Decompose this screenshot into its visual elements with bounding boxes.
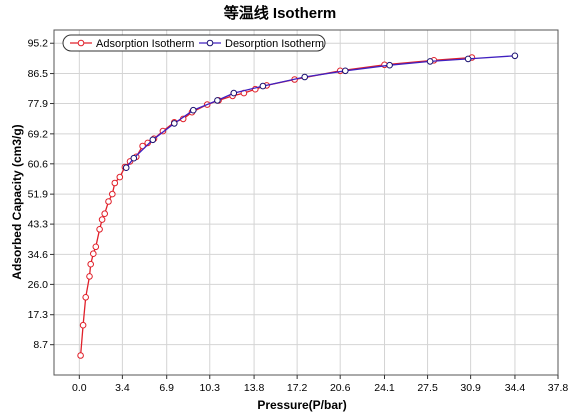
data-point: [109, 190, 116, 198]
data-point: [230, 89, 238, 97]
data-point: [90, 250, 97, 257]
y-axis-title: Adsorbed Capacity (cm3/g): [10, 124, 24, 279]
series-layer: [77, 52, 519, 359]
x-tick-label: 24.1: [374, 382, 395, 394]
y-tick-label: 8.7: [33, 339, 48, 351]
y-tick-label: 26.0: [28, 279, 49, 291]
data-point: [101, 210, 108, 217]
data-point: [77, 352, 84, 359]
legend-box: [62, 34, 326, 52]
data-point: [301, 73, 309, 81]
data-point: [259, 82, 267, 90]
legend: Adsorption Isotherm Desorption Isotherm: [62, 34, 326, 52]
data-point: [342, 67, 349, 75]
y-tick-label: 69.2: [28, 128, 49, 140]
series-desorption: [122, 52, 519, 171]
data-point: [149, 136, 157, 144]
series-adsorption: [77, 54, 476, 359]
data-point: [87, 260, 94, 268]
data-point: [96, 226, 103, 233]
data-point: [130, 154, 138, 162]
y-tick-label: 86.5: [28, 68, 49, 80]
series-line: [79, 56, 472, 356]
y-tick-label: 60.6: [28, 158, 49, 170]
data-point: [105, 198, 112, 205]
x-tick-label: 27.5: [417, 382, 438, 394]
series-line: [125, 55, 515, 169]
x-tick-label: 17.2: [287, 382, 308, 394]
grid: [54, 30, 559, 375]
y-tick-label: 77.9: [28, 98, 49, 110]
x-tick-label: 37.8: [548, 382, 569, 394]
axes: 0.0 3.4 6.9 10.3 13.8 17.2 20.6 24.1 27.5 30.9 34.…: [28, 38, 569, 394]
data-point: [116, 173, 124, 181]
chart-title: 等温线 Isotherm: [224, 4, 337, 22]
y-tick-label: 34.6: [28, 249, 49, 261]
data-point: [426, 58, 434, 65]
data-point: [122, 164, 130, 171]
data-point: [111, 179, 119, 187]
x-tick-label: 34.4: [505, 382, 526, 394]
x-tick-label: 0.0: [72, 382, 87, 394]
x-tick-label: 20.6: [330, 382, 351, 394]
data-point: [171, 120, 178, 127]
data-point: [214, 97, 221, 104]
x-tick-label: 6.9: [159, 382, 174, 394]
data-point: [92, 243, 100, 251]
legend-label-desorption: Desorption Isotherm: [225, 38, 324, 50]
legend-marker-adsorption: [77, 39, 85, 47]
x-axis-title: Pressure(P/bar): [257, 398, 346, 412]
data-point: [386, 61, 393, 69]
legend-marker-desorption: [206, 39, 214, 47]
data-point: [464, 55, 472, 63]
x-tick-label: 30.9: [460, 382, 481, 394]
x-tick-label: 3.4: [115, 382, 130, 394]
plot-area: [53, 29, 559, 376]
data-point: [98, 216, 106, 223]
data-point: [511, 52, 519, 60]
data-point: [82, 294, 89, 301]
data-point: [190, 106, 197, 114]
data-point: [79, 321, 87, 329]
y-tick-label: 95.2: [28, 38, 49, 50]
x-tick-label: 10.3: [200, 382, 221, 394]
y-tick-label: 51.9: [28, 189, 49, 201]
x-tick-label: 13.8: [244, 382, 265, 394]
data-point: [86, 273, 93, 280]
y-tick-label: 43.3: [28, 219, 49, 231]
legend-label-adsorption: Adsorption Isotherm: [96, 38, 194, 50]
y-tick-label: 17.3: [28, 309, 49, 321]
